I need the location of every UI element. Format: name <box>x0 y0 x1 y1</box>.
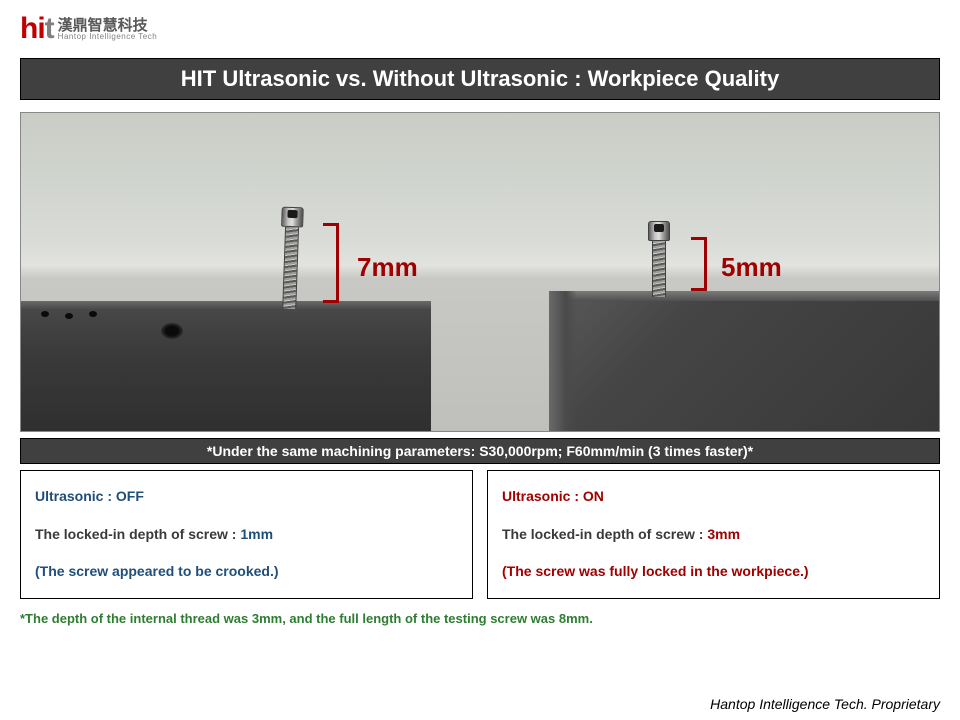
panel-off-body-prefix: The locked-in depth of screw : <box>35 526 240 542</box>
brand-logo: hit 漢鼎智慧科技 Hantop Intelligence Tech <box>20 12 940 46</box>
page-title: HIT Ultrasonic vs. Without Ultrasonic : … <box>20 58 940 100</box>
drill-hole-icon <box>65 313 73 319</box>
threaded-hole-icon <box>161 323 183 339</box>
proprietary-notice: Hantop Intelligence Tech. Proprietary <box>710 696 940 712</box>
panel-off-value: 1mm <box>240 526 273 542</box>
panel-off-title: Ultrasonic : OFF <box>35 487 458 507</box>
logo-cn-sub: Hantop Intelligence Tech <box>58 33 157 41</box>
logo-i: i <box>37 12 44 45</box>
workpiece-left <box>21 301 431 431</box>
measure-bracket-left-icon <box>323 223 339 303</box>
measure-label-left: 7mm <box>357 252 418 283</box>
panel-on-value: 3mm <box>707 526 740 542</box>
screw-head-icon <box>281 207 304 228</box>
screw-right-icon <box>651 221 667 297</box>
panel-off-note: (The screw appeared to be crooked.) <box>35 562 458 582</box>
logo-t: t <box>45 12 54 45</box>
drill-hole-icon <box>89 311 97 317</box>
measure-bracket-right-icon <box>693 237 707 291</box>
panel-on-note: (The screw was fully locked in the workp… <box>502 562 925 582</box>
drill-hole-icon <box>41 311 49 317</box>
screw-shaft-icon <box>652 241 666 297</box>
panel-ultrasonic-on: Ultrasonic : ON The locked-in depth of s… <box>487 470 940 599</box>
panel-on-body-prefix: The locked-in depth of screw : <box>502 526 707 542</box>
parameters-subtitle: *Under the same machining parameters: S3… <box>20 438 940 464</box>
logo-cn-block: 漢鼎智慧科技 Hantop Intelligence Tech <box>58 18 157 41</box>
logo-hit-text: hit <box>20 12 54 46</box>
workpiece-right <box>549 291 939 431</box>
screw-shaft-icon <box>282 227 299 309</box>
screw-left-icon <box>281 207 301 309</box>
measure-label-right: 5mm <box>721 252 782 283</box>
logo-h: h <box>20 12 37 45</box>
panel-on-body: The locked-in depth of screw : 3mm <box>502 525 925 545</box>
screw-head-icon <box>648 221 670 241</box>
comparison-photo: 7mm 5mm <box>20 112 940 432</box>
panel-off-body: The locked-in depth of screw : 1mm <box>35 525 458 545</box>
footnote: *The depth of the internal thread was 3m… <box>20 611 940 626</box>
logo-cn-main: 漢鼎智慧科技 <box>58 18 157 33</box>
panel-ultrasonic-off: Ultrasonic : OFF The locked-in depth of … <box>20 470 473 599</box>
panel-on-title: Ultrasonic : ON <box>502 487 925 507</box>
comparison-panels: Ultrasonic : OFF The locked-in depth of … <box>20 470 940 599</box>
